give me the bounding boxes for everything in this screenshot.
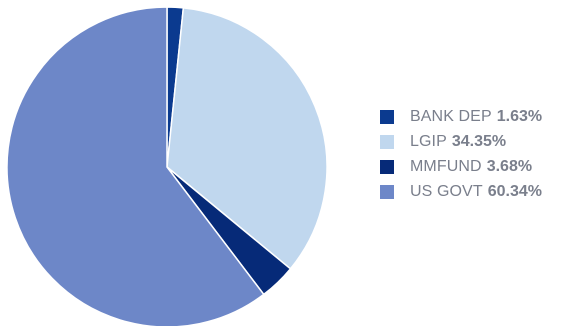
legend-item-us-govt: US GOVT 60.34% — [380, 183, 542, 201]
legend-label-bank-dep: BANK DEP — [410, 108, 492, 125]
pie-slice-us-govt — [6, 6, 265, 326]
legend-label-lgip: LGIP — [410, 133, 447, 150]
legend-swatch-bank-dep — [380, 110, 394, 124]
legend: BANK DEP 1.63% LGIP 34.35% MMFUND 3.68% … — [380, 108, 542, 208]
legend-item-bank-dep: BANK DEP 1.63% — [380, 108, 542, 126]
pie-slice-lgip — [166, 7, 328, 270]
legend-swatch-us-govt — [380, 185, 394, 199]
pie-chart — [6, 6, 328, 326]
legend-swatch-lgip — [380, 135, 394, 149]
legend-value-lgip: 34.35% — [451, 133, 507, 150]
legend-value-bank-dep: 1.63% — [496, 108, 543, 125]
legend-item-lgip: LGIP 34.35% — [380, 133, 542, 151]
legend-swatch-mmfund — [380, 160, 394, 174]
legend-value-us-govt: 60.34% — [487, 183, 542, 200]
legend-label-us-govt: US GOVT — [410, 183, 483, 200]
legend-label-mmfund: MMFUND — [410, 158, 482, 175]
legend-item-mmfund: MMFUND 3.68% — [380, 158, 542, 176]
legend-value-mmfund: 3.68% — [486, 158, 533, 175]
